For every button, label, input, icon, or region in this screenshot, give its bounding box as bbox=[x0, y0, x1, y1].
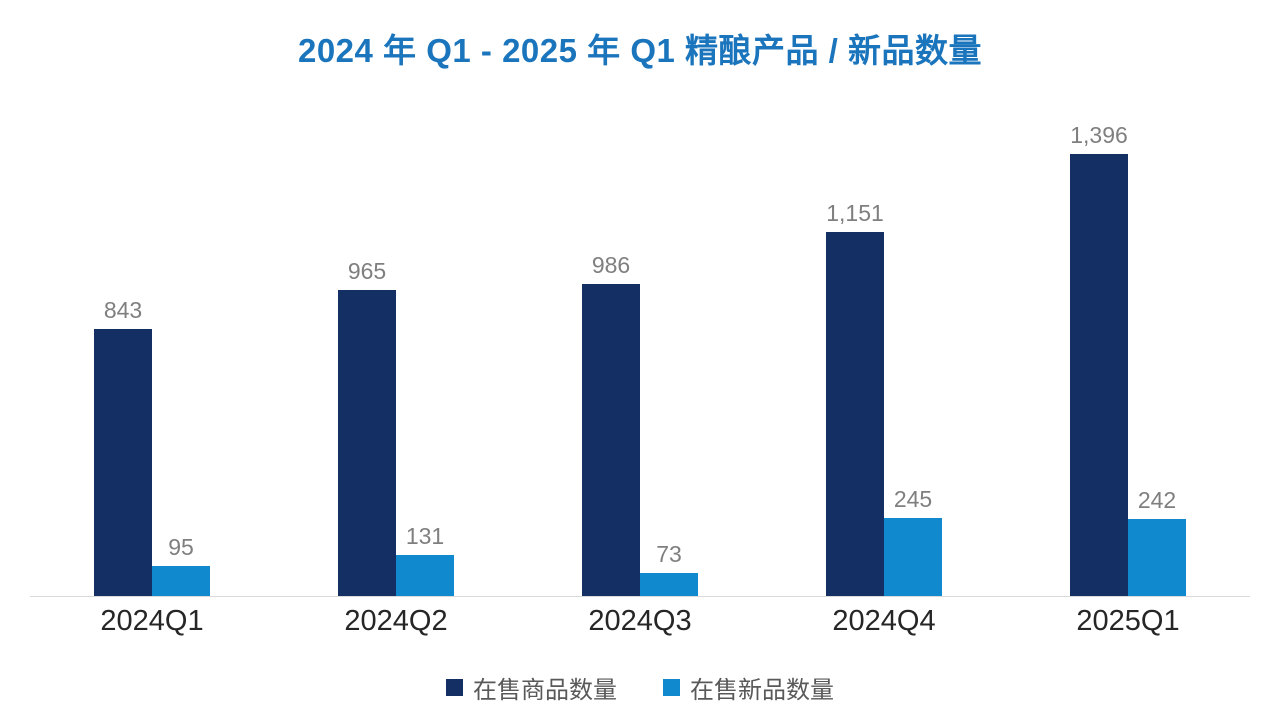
bar-group: 1,396 242 bbox=[1070, 122, 1186, 596]
legend-label: 在售商品数量 bbox=[473, 677, 617, 704]
data-label: 131 bbox=[405, 523, 445, 549]
bar-chart: 843 95 965 131 986 73 1,151 245 1,396 242 bbox=[30, 106, 1250, 597]
data-label: 73 bbox=[656, 541, 682, 567]
legend-label: 在售新品数量 bbox=[690, 677, 834, 704]
new-products-bar-column: 245 bbox=[884, 486, 942, 596]
legend-swatch bbox=[663, 679, 680, 696]
new-products-bar bbox=[396, 555, 454, 596]
products-bar-column: 986 bbox=[582, 252, 640, 596]
new-products-bar bbox=[152, 566, 210, 596]
plot-area: 843 95 965 131 986 73 1,151 245 1,396 242 bbox=[30, 106, 1250, 597]
x-axis-labels: 2024Q1 2024Q2 2024Q3 2024Q4 2025Q1 bbox=[30, 605, 1250, 638]
data-label: 245 bbox=[893, 486, 933, 512]
x-axis-label: 2024Q1 bbox=[100, 605, 204, 637]
data-label: 1,396 bbox=[1070, 122, 1128, 148]
data-label: 242 bbox=[1137, 487, 1177, 513]
legend-swatch bbox=[446, 679, 463, 696]
x-axis-label: 2025Q1 bbox=[1076, 605, 1180, 637]
x-axis-label: 2024Q2 bbox=[344, 605, 448, 637]
new-products-bar bbox=[884, 518, 942, 596]
products-bar bbox=[826, 232, 884, 596]
new-products-bar-column: 73 bbox=[640, 541, 698, 596]
bar-group: 965 131 bbox=[338, 258, 454, 596]
data-label: 95 bbox=[168, 534, 194, 560]
products-bar bbox=[1070, 154, 1128, 596]
products-bar bbox=[582, 284, 640, 596]
products-bar bbox=[338, 290, 396, 596]
data-label: 843 bbox=[103, 297, 143, 323]
new-products-bar-column: 95 bbox=[152, 534, 210, 596]
chart-title: 2024 年 Q1 - 2025 年 Q1 精酿产品 / 新品数量 bbox=[297, 32, 983, 69]
data-label: 1,151 bbox=[826, 200, 884, 226]
products-bar-column: 965 bbox=[338, 258, 396, 596]
legend-item: 在售新品数量 bbox=[663, 670, 834, 705]
bar-group: 843 95 bbox=[94, 297, 210, 596]
new-products-bar-column: 242 bbox=[1128, 487, 1186, 596]
legend: 在售商品数量 在售新品数量 bbox=[0, 670, 1280, 705]
new-products-bar bbox=[1128, 519, 1186, 596]
data-label: 965 bbox=[347, 258, 387, 284]
legend-item: 在售商品数量 bbox=[446, 670, 617, 705]
bar-group: 986 73 bbox=[582, 252, 698, 596]
products-bar-column: 1,396 bbox=[1070, 122, 1128, 596]
products-bar-column: 843 bbox=[94, 297, 152, 596]
new-products-bar bbox=[640, 573, 698, 596]
data-label: 986 bbox=[591, 252, 631, 278]
products-bar bbox=[94, 329, 152, 596]
new-products-bar-column: 131 bbox=[396, 523, 454, 596]
x-axis-label: 2024Q3 bbox=[588, 605, 692, 637]
x-axis-label: 2024Q4 bbox=[832, 605, 936, 637]
products-bar-column: 1,151 bbox=[826, 200, 884, 596]
bar-group: 1,151 245 bbox=[826, 200, 942, 596]
